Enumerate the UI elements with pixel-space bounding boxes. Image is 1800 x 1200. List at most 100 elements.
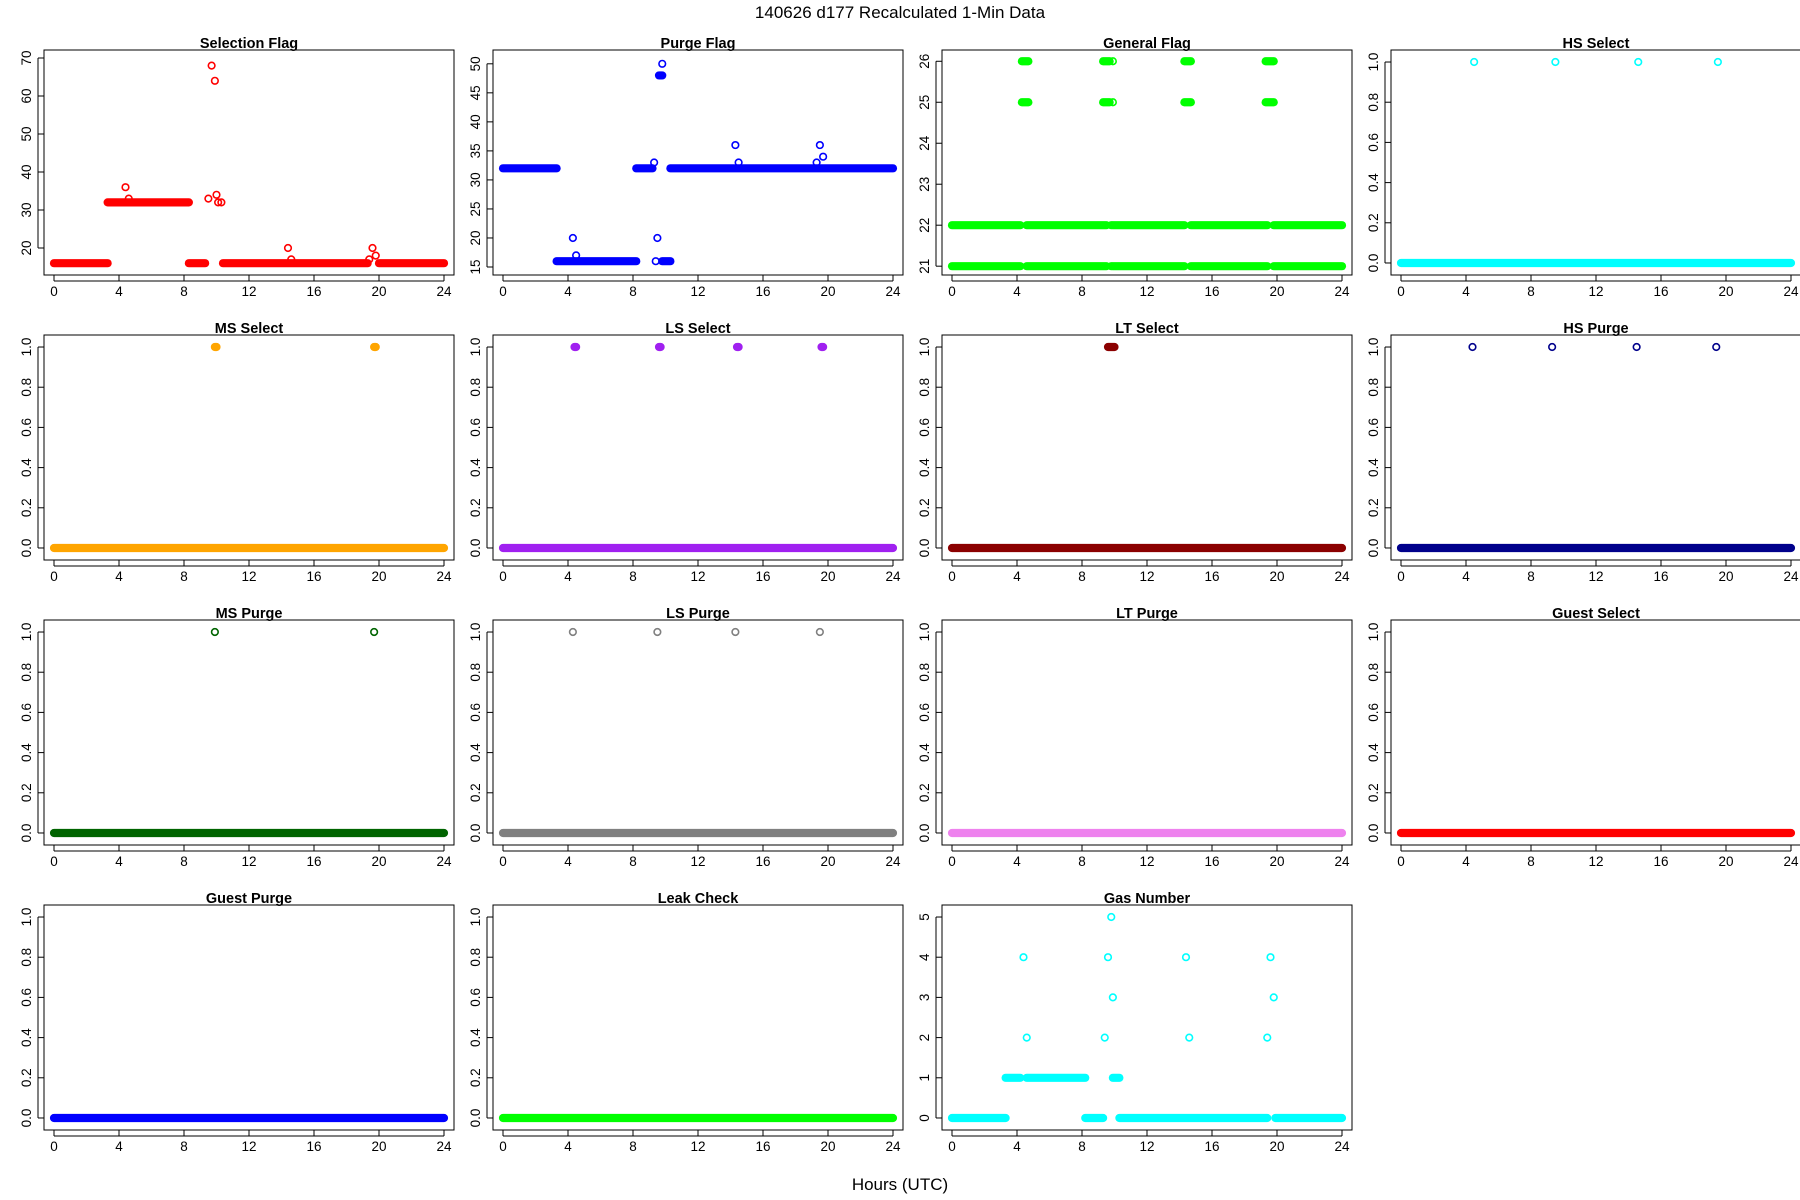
- x-tick-label: 12: [1139, 854, 1154, 869]
- y-tick-label: 1.0: [468, 338, 483, 357]
- x-tick-label: 0: [50, 569, 58, 584]
- data-point: [650, 158, 659, 167]
- panel-title: Gas Number: [1104, 891, 1191, 907]
- y-tick-label: 20: [19, 240, 34, 255]
- x-tick-label: 20: [1718, 284, 1733, 299]
- x-tick-label: 16: [755, 569, 770, 584]
- x-tick-label: 0: [50, 284, 58, 299]
- x-tick-label: 16: [1653, 284, 1668, 299]
- x-tick-label: 12: [690, 284, 705, 299]
- x-tick-label: 24: [436, 569, 452, 584]
- x-tick-label: 16: [306, 1139, 321, 1154]
- data-point: [819, 152, 828, 161]
- y-tick-label: 0.2: [917, 783, 932, 802]
- y-tick-label: 0.0: [19, 1109, 34, 1128]
- panel-title: HS Purge: [1563, 321, 1628, 337]
- y-tick-label: 0.2: [19, 783, 34, 802]
- x-tick-label: 16: [306, 569, 321, 584]
- x-tick-label: 16: [1204, 284, 1219, 299]
- x-tick-label: 4: [1462, 854, 1470, 869]
- y-tick-label: 0.2: [468, 1068, 483, 1087]
- x-tick-label: 8: [629, 1139, 637, 1154]
- data-point: [651, 257, 660, 266]
- x-tick-label: 0: [948, 854, 956, 869]
- x-tick-label: 20: [820, 854, 835, 869]
- data-point: [210, 627, 219, 637]
- data-point: [1108, 98, 1117, 107]
- data-point: [1022, 1033, 1031, 1042]
- x-tick-label: 12: [690, 854, 705, 869]
- y-tick-label: 0.8: [468, 948, 483, 967]
- y-tick-label: 22: [917, 218, 932, 233]
- x-tick-label: 8: [1078, 1139, 1086, 1154]
- x-tick-label: 8: [180, 854, 188, 869]
- data-point: [734, 158, 743, 167]
- data-point: [1548, 342, 1557, 352]
- x-tick-label: 24: [436, 854, 452, 869]
- x-tick-label: 16: [1653, 569, 1668, 584]
- panel-title: LS Purge: [666, 606, 730, 622]
- y-tick-label: 23: [917, 177, 932, 192]
- x-tick-label: 16: [755, 1139, 770, 1154]
- x-tick-label: 0: [948, 1139, 956, 1154]
- data-point: [1470, 57, 1479, 67]
- y-tick-label: 0.6: [917, 703, 932, 722]
- x-tick-label: 12: [241, 1139, 256, 1154]
- y-tick-label: 1.0: [19, 908, 34, 927]
- y-tick-label: 50: [19, 126, 34, 141]
- data-point: [731, 140, 740, 150]
- x-tick-label: 24: [885, 569, 901, 584]
- x-tick-label: 24: [885, 284, 901, 299]
- data-point: [1108, 57, 1117, 66]
- x-tick-label: 12: [1588, 854, 1603, 869]
- y-tick-label: 24: [917, 135, 932, 151]
- y-tick-label: 0.6: [1366, 133, 1381, 152]
- y-tick-label: 20: [468, 230, 483, 245]
- x-tick-label: 24: [885, 1139, 901, 1154]
- data-point: [568, 627, 577, 637]
- x-tick-label: 20: [1269, 569, 1284, 584]
- panel-1: Purge Flag 0 4 8 12 16 20 24 15 20 25 30 35 40 45 50: [468, 36, 904, 299]
- x-tick-label: 20: [820, 569, 835, 584]
- x-tick-label: 8: [1078, 284, 1086, 299]
- y-tick-label: 0.6: [1366, 703, 1381, 722]
- panel-title: LT Purge: [1116, 606, 1178, 622]
- y-tick-label: 0.0: [1366, 824, 1381, 843]
- y-tick-label: 0.2: [468, 498, 483, 517]
- x-tick-label: 8: [629, 569, 637, 584]
- data-point: [1107, 262, 1116, 271]
- y-tick-label: 40: [19, 164, 34, 179]
- y-tick-label: 0.8: [468, 663, 483, 682]
- data-point: [815, 627, 824, 637]
- panel-8: MS Purge 0 4 8 12 16 20 24 0.0 0.2 0.4 0.6 0.8 1.0: [19, 606, 455, 869]
- y-tick-label: 0.6: [19, 988, 34, 1007]
- y-tick-label: 0.8: [1366, 378, 1381, 397]
- y-tick-label: 0.6: [468, 988, 483, 1007]
- panel-5: LS Select 0 4 8 12 16 20 24 0.0 0.2 0.4 0.6 0.8 1.0: [468, 321, 904, 584]
- x-tick-label: 8: [629, 284, 637, 299]
- y-tick-label: 0.6: [468, 703, 483, 722]
- x-tick-label: 4: [1462, 569, 1470, 584]
- data-point: [1263, 1033, 1272, 1042]
- x-tick-label: 12: [690, 569, 705, 584]
- x-tick-label: 20: [371, 284, 386, 299]
- y-tick-label: 0.6: [19, 703, 34, 722]
- x-tick-label: 20: [1718, 569, 1733, 584]
- y-tick-label: 0.8: [468, 378, 483, 397]
- y-tick-label: 30: [19, 202, 34, 217]
- y-tick-label: 30: [468, 172, 483, 187]
- y-tick-label: 0.4: [19, 1028, 34, 1047]
- x-tick-label: 4: [564, 284, 572, 299]
- data-point: [1551, 57, 1560, 67]
- x-tick-label: 24: [1783, 284, 1799, 299]
- x-tick-label: 12: [1139, 1139, 1154, 1154]
- y-tick-label: 0.4: [917, 458, 932, 477]
- y-tick-label: 0.2: [1366, 498, 1381, 517]
- x-tick-label: 16: [306, 284, 321, 299]
- x-tick-label: 8: [1527, 569, 1535, 584]
- y-tick-label: 0.8: [917, 663, 932, 682]
- data-point: [1107, 912, 1116, 922]
